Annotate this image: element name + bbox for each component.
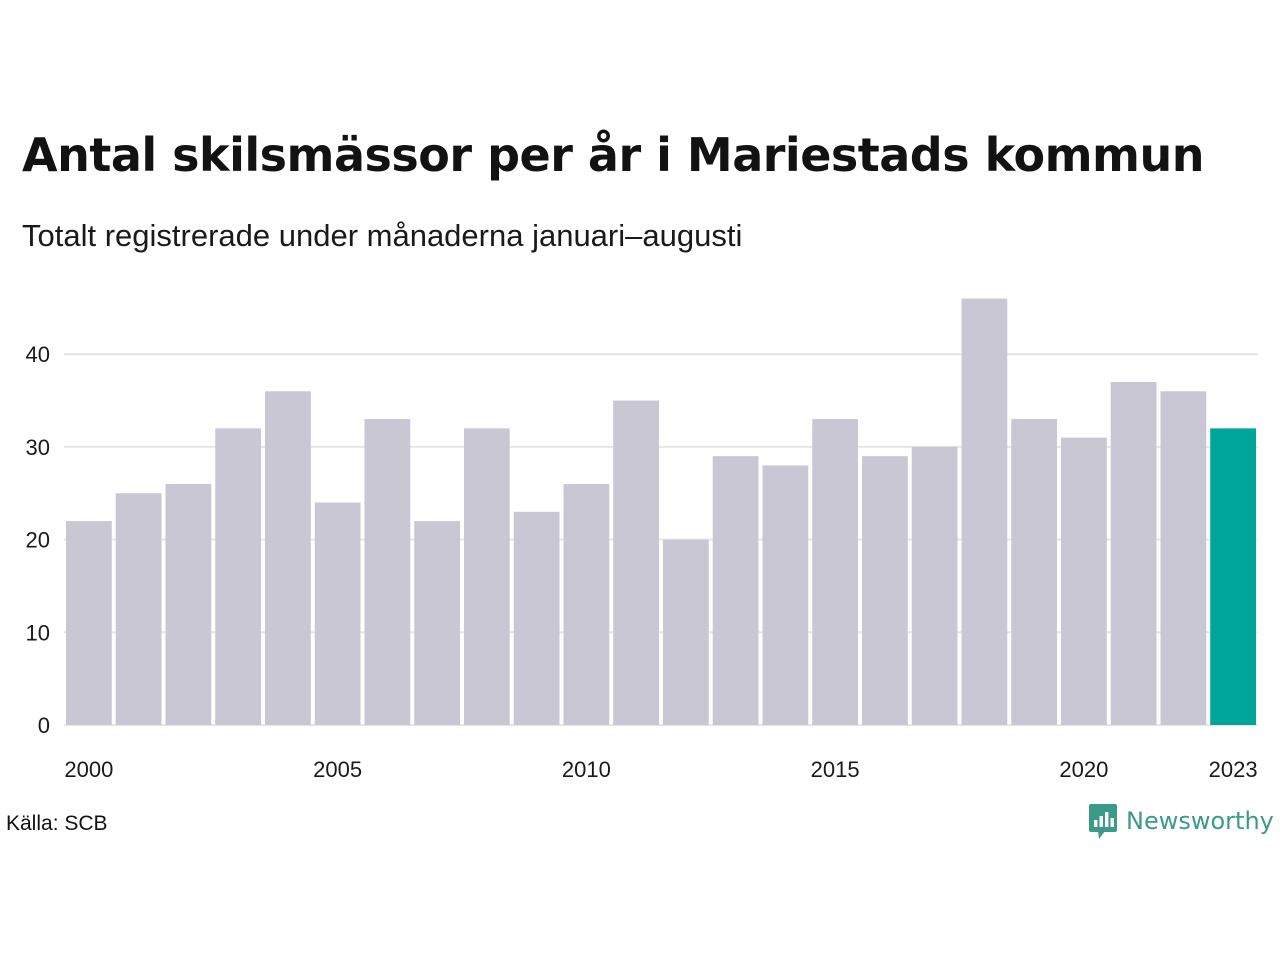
x-tick-label: 2023 [1209, 757, 1258, 782]
bar-2004 [265, 391, 311, 725]
y-tick-label: 40 [26, 342, 50, 367]
bar-2007 [414, 521, 460, 725]
x-tick-label: 2010 [562, 757, 611, 782]
bar-2021 [1110, 382, 1157, 725]
bar-2017 [911, 446, 958, 725]
y-tick-label: 30 [26, 435, 50, 460]
x-tick-label: 2000 [64, 757, 113, 782]
x-tick-label: 2020 [1059, 757, 1108, 782]
source-note: Källa: SCB [6, 812, 108, 835]
bar-2005 [314, 502, 361, 725]
bar-2003 [215, 428, 261, 725]
bar-2016 [862, 456, 908, 725]
bar-2001 [115, 493, 162, 725]
bar-2014 [762, 465, 809, 725]
chart-title: Antal skilsmässor per år i Mariestads ko… [22, 128, 1204, 182]
y-tick-label: 20 [26, 528, 50, 553]
bars [66, 298, 1256, 725]
bar-2022 [1160, 391, 1207, 725]
chart-subtitle: Totalt registrerade under månaderna janu… [22, 218, 743, 253]
bar-2012 [663, 539, 709, 725]
y-axis-tick-labels: 0 10 20 30 40 [26, 342, 50, 738]
gridlines [64, 353, 1258, 726]
bar-2020 [1061, 437, 1107, 725]
bar-2002 [165, 483, 212, 725]
x-tick-label: 2015 [811, 757, 860, 782]
bar-2009 [513, 511, 560, 725]
bar-2023 [1210, 428, 1256, 725]
bar-2000 [66, 521, 112, 725]
bar-2018 [961, 298, 1008, 725]
chart-speech-bubble-icon [1089, 804, 1117, 839]
brand-name: Newsworthy [1126, 807, 1274, 835]
bar-2011 [613, 400, 659, 725]
x-axis-tick-labels: 2000 2005 2010 2015 2020 2023 [64, 757, 1257, 782]
y-tick-label: 0 [38, 713, 50, 738]
bar-2006 [364, 419, 411, 725]
x-tick-label: 2005 [313, 757, 362, 782]
bar-2008 [464, 428, 510, 725]
bar-2015 [812, 419, 858, 725]
bar-2010 [563, 483, 610, 725]
bar-2019 [1011, 419, 1057, 725]
bar-2013 [712, 456, 759, 725]
brand-logo: Newsworthy [1088, 802, 1274, 840]
y-tick-label: 10 [26, 620, 50, 645]
